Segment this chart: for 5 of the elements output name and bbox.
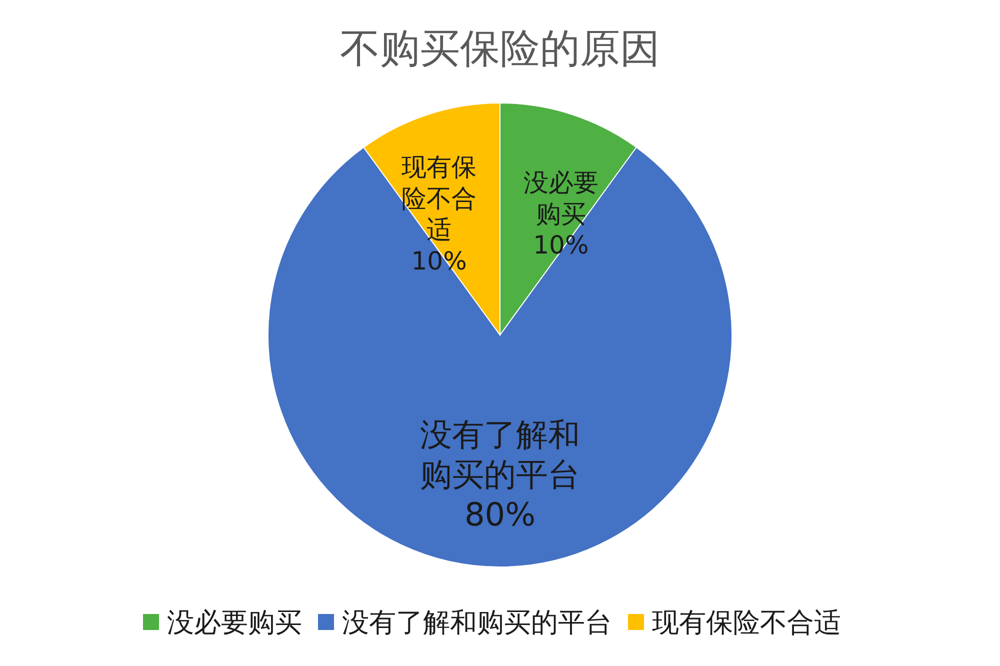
legend-label: 没必要购买: [167, 607, 302, 638]
data-label: 没有了解和购买的平台80%: [420, 415, 580, 534]
legend-label: 现有保险不合适: [652, 607, 841, 638]
legend-label: 没有了解和购买的平台: [342, 607, 612, 638]
chart-title: 不购买保险的原因: [340, 26, 660, 72]
